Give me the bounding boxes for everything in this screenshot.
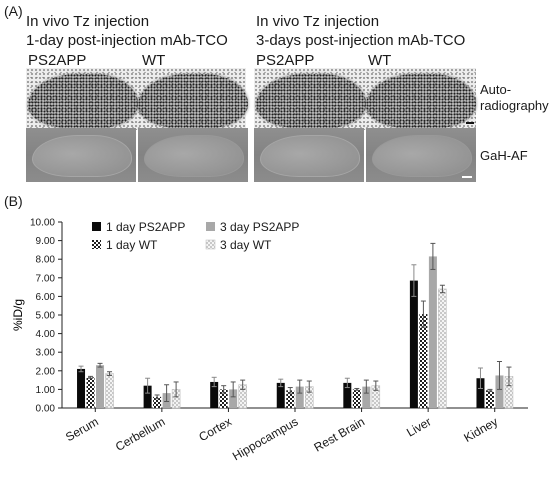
bar	[343, 382, 352, 408]
x-category-label: Cortex	[196, 414, 234, 444]
bar	[143, 385, 152, 408]
bar	[219, 389, 228, 408]
right-title-line1: In vivo Tz injection	[256, 13, 380, 30]
legend-swatch	[206, 222, 215, 231]
legend-swatch	[205, 239, 216, 250]
fluorescence-brain-outline	[372, 135, 472, 177]
fluorescence-brain-outline	[32, 135, 132, 177]
left-title-line2: 1-day post-injection mAb-TCO	[26, 32, 228, 49]
column-label-2: WT	[142, 52, 166, 69]
legend-label: 1 day PS2APP	[106, 220, 185, 234]
bar	[229, 389, 238, 408]
autoradiography-wt-3day	[366, 74, 476, 128]
y-axis-label: %iD/g	[11, 299, 25, 331]
x-category-label: Cerbellum	[113, 414, 167, 453]
row-label-autorad-line1: Auto-	[480, 82, 512, 97]
legend-swatch	[92, 240, 101, 249]
fluorescence-brain-outline	[144, 135, 244, 177]
bar	[419, 314, 428, 408]
y-tick-label: 3.00	[36, 348, 56, 359]
x-category-label: Liver	[404, 414, 434, 439]
y-tick-label: 4.00	[36, 329, 56, 340]
fluorescence-scale-bar	[462, 176, 472, 178]
autoradiography-scale-bar	[466, 122, 474, 124]
right-group-title: In vivo Tz injection 3-days post-injecti…	[256, 12, 465, 50]
panel-a-label: (A)	[4, 3, 23, 19]
fluorescence-brain-outline	[260, 135, 360, 177]
bar	[485, 390, 494, 408]
y-tick-label: 5.00	[36, 311, 56, 322]
column-label-3: PS2APP	[256, 52, 315, 69]
row-label-autoradiography: Auto- radiography	[480, 82, 549, 114]
column-label-4: WT	[368, 52, 392, 69]
bar	[276, 382, 285, 408]
bar	[286, 390, 295, 408]
left-group-title: In vivo Tz injection 1-day post-injectio…	[26, 12, 228, 50]
x-category-label: Rest Brain	[312, 414, 368, 454]
row-label-autorad-line2: radiography	[480, 98, 549, 113]
fluorescence-ps2app-1day	[26, 128, 136, 182]
y-tick-label: 9.00	[36, 236, 56, 247]
panel-b-label: (B)	[4, 193, 23, 209]
fluorescence-wt-1day	[138, 128, 248, 182]
right-title-line2: 3-days post-injection mAb-TCO	[256, 32, 466, 49]
y-tick-label: 0.00	[36, 404, 56, 415]
bar	[476, 378, 485, 408]
fluorescence-wt-3day	[366, 128, 476, 182]
legend-label: 1 day WT	[106, 238, 158, 252]
bar	[86, 377, 95, 408]
bar	[438, 288, 447, 409]
y-tick-label: 2.00	[36, 366, 56, 377]
legend-swatch	[92, 222, 101, 231]
bar	[428, 256, 437, 408]
bar	[295, 386, 304, 408]
bar	[495, 375, 504, 408]
bar	[352, 389, 361, 408]
x-category-label: Kidney	[461, 414, 500, 444]
bar	[409, 280, 418, 408]
bar	[210, 381, 219, 408]
fluorescence-ps2app-3day	[254, 128, 364, 182]
autoradiography-wt-1day	[138, 74, 248, 128]
y-tick-label: 10.00	[30, 218, 55, 229]
bar	[77, 368, 86, 408]
bar	[105, 373, 114, 409]
x-category-label: Serum	[63, 414, 101, 444]
legend-label: 3 day WT	[220, 238, 272, 252]
autoradiography-ps2app-3day	[256, 74, 366, 128]
row-label-fluorescence: GaH-AF	[480, 148, 528, 163]
legend-label: 3 day PS2APP	[220, 220, 299, 234]
autoradiography-ps2app-1day	[28, 74, 138, 128]
y-tick-label: 8.00	[36, 255, 56, 266]
column-label-1: PS2APP	[28, 52, 87, 69]
y-tick-label: 6.00	[36, 292, 56, 303]
x-category-label: Hippocampus	[230, 414, 301, 463]
y-tick-label: 1.00	[36, 385, 56, 396]
bar	[362, 386, 371, 408]
y-tick-label: 7.00	[36, 273, 56, 284]
left-title-line1: In vivo Tz injection	[26, 13, 150, 30]
bar	[96, 365, 105, 408]
bar	[153, 396, 162, 408]
